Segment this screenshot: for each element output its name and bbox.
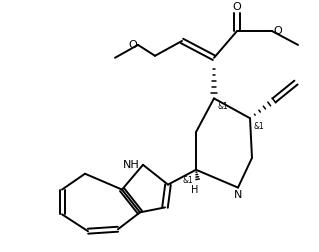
Text: O: O (233, 2, 241, 12)
Text: H: H (191, 184, 199, 194)
Text: NH: NH (123, 159, 140, 169)
Text: &1: &1 (218, 102, 229, 111)
Text: N: N (234, 189, 242, 199)
Text: O: O (128, 40, 137, 50)
Text: &1: &1 (254, 122, 265, 131)
Text: O: O (273, 26, 282, 36)
Text: &1: &1 (182, 175, 193, 184)
